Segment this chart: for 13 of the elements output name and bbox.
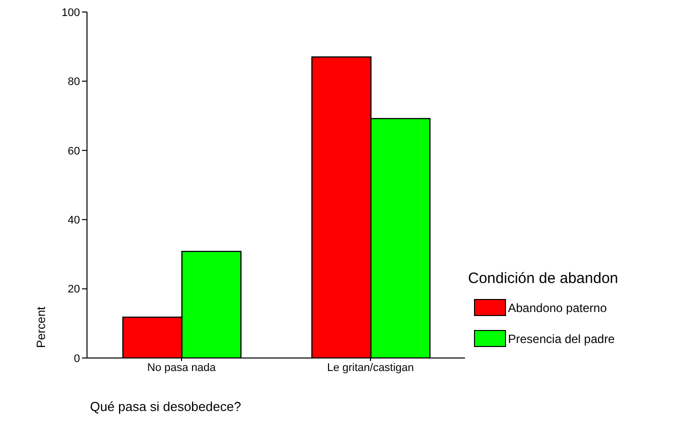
x-axis-title: Qué pasa si desobedece? xyxy=(90,399,242,414)
y-axis-title: Percent xyxy=(34,306,48,348)
y-tick-label: 80 xyxy=(68,76,80,88)
legend-label: Presencia del padre xyxy=(508,332,615,346)
y-tick-label: 40 xyxy=(68,214,80,227)
x-tick-label: No pasa nada xyxy=(147,362,217,374)
y-tick-label: 0 xyxy=(74,352,80,365)
y-tick-label: 60 xyxy=(68,145,80,158)
legend-label: Abandono paterno xyxy=(508,300,607,314)
y-tick-label: 100 xyxy=(62,6,80,19)
y-tick-label: 20 xyxy=(68,284,80,296)
legend-title: Condición de abandon xyxy=(468,270,620,287)
x-tick-label: Le gritan/castigan xyxy=(327,362,414,374)
